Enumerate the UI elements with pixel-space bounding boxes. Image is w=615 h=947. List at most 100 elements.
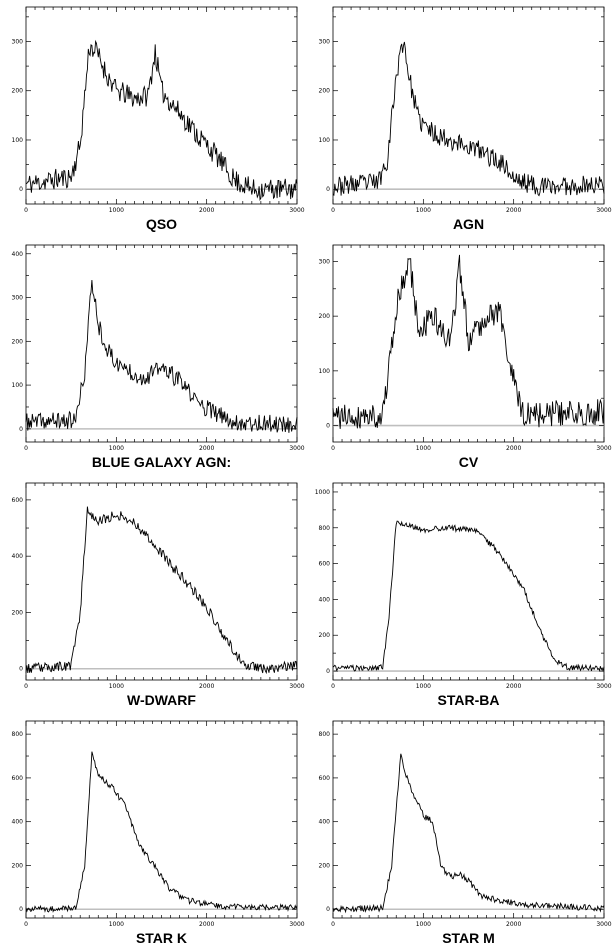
y-tick-label: 0: [326, 668, 330, 675]
y-tick-label: 800: [319, 731, 331, 738]
x-tick-label: 3000: [289, 207, 304, 214]
x-tick-label: 1000: [109, 207, 124, 214]
x-tick-label: 2000: [199, 207, 214, 214]
plot-frame: [25, 720, 298, 919]
x-tick-label: 0: [24, 683, 28, 690]
spectrum-chart: 0 200 400 600 0 1000 2000 3000: [12, 482, 305, 690]
x-tick-label: 3000: [289, 683, 304, 690]
y-tick-label: 100: [319, 137, 331, 144]
y-tick-label: 300: [319, 258, 331, 265]
x-tick-label: 1000: [416, 445, 431, 452]
y-tick-label: 300: [12, 38, 24, 45]
spectrum-line: [332, 254, 605, 429]
x-tick-label: 3000: [596, 445, 611, 452]
y-tick-label: 200: [12, 338, 24, 345]
y-tick-label: 0: [326, 423, 330, 430]
x-tick-label: 1000: [109, 683, 124, 690]
x-tick-label: 1000: [416, 683, 431, 690]
spectrum-line: [25, 39, 298, 202]
y-tick-label: 300: [12, 295, 24, 302]
x-tick-label: 2000: [506, 683, 521, 690]
spectrum-line: [332, 41, 605, 197]
y-tick-label: 200: [319, 632, 331, 639]
spectrum-line: [332, 520, 605, 673]
x-tick-label: 2000: [506, 207, 521, 214]
y-tick-label: 600: [319, 561, 331, 568]
x-tick-label: 0: [331, 683, 335, 690]
y-tick-label: 0: [326, 186, 330, 193]
chart-panel: 0 200 400 600 800 1000 0 1000 2000 3000 STAR-BA: [307, 476, 614, 708]
x-tick-label: 3000: [596, 683, 611, 690]
y-tick-label: 400: [12, 251, 24, 258]
y-tick-label: 600: [12, 497, 24, 504]
chart-panel: 0 200 400 600 800 0 1000 2000 3000 STAR K: [0, 714, 307, 946]
chart-title: STAR K: [135, 930, 188, 946]
y-tick-label: 0: [19, 666, 23, 673]
spectrum-chart: 0 200 400 600 800 0 1000 2000 3000: [12, 720, 305, 928]
chart-title: QSO: [145, 216, 178, 232]
y-tick-label: 400: [319, 596, 331, 603]
y-tick-label: 0: [19, 426, 23, 433]
y-tick-label: 300: [319, 38, 331, 45]
x-tick-label: 0: [24, 207, 28, 214]
x-tick-label: 1000: [416, 207, 431, 214]
x-tick-label: 2000: [199, 683, 214, 690]
chart-panel: 0 100 200 300 0 1000 2000 3000 AGN: [307, 0, 614, 232]
y-tick-label: 100: [12, 382, 24, 389]
spectrum-chart: 0 200 400 600 800 0 1000 2000 3000: [319, 720, 612, 928]
y-tick-label: 0: [326, 906, 330, 913]
y-tick-label: 200: [12, 862, 24, 869]
x-tick-label: 2000: [199, 921, 214, 928]
y-tick-label: 0: [19, 186, 23, 193]
x-tick-label: 1000: [416, 921, 431, 928]
chart-panel: 0 200 400 600 800 0 1000 2000 3000 STAR M: [307, 714, 614, 946]
x-tick-label: 2000: [506, 921, 521, 928]
x-tick-label: 3000: [596, 921, 611, 928]
chart-panel: 0 100 200 300 400 0 1000 2000 3000 BLUE GALAXY AG…: [0, 238, 307, 470]
x-tick-label: 3000: [289, 445, 304, 452]
y-tick-label: 1000: [315, 489, 330, 496]
y-tick-label: 800: [319, 525, 331, 532]
x-tick-label: 2000: [199, 445, 214, 452]
chart-panel: 0 100 200 300 0 1000 2000 3000 QSO: [0, 0, 307, 232]
y-tick-label: 600: [319, 775, 331, 782]
spectrum-line: [332, 753, 605, 914]
chart-title: CV: [458, 454, 479, 470]
y-tick-label: 200: [12, 609, 24, 616]
x-tick-label: 3000: [289, 921, 304, 928]
x-tick-label: 1000: [109, 445, 124, 452]
chart-panel: 0 100 200 300 0 1000 2000 3000 CV: [307, 238, 614, 470]
y-tick-label: 200: [319, 862, 331, 869]
x-tick-label: 0: [331, 207, 335, 214]
x-tick-label: 2000: [506, 445, 521, 452]
plot-frame: [25, 6, 298, 205]
plot-frame: [332, 720, 605, 919]
y-tick-label: 200: [12, 88, 24, 95]
y-tick-label: 400: [319, 819, 331, 826]
plot-frame: [25, 482, 298, 681]
chart-title: STAR M: [442, 930, 495, 946]
spectrum-chart: 0 200 400 600 800 1000 0 1000 2000 3000: [315, 482, 612, 690]
y-tick-label: 100: [12, 137, 24, 144]
chart-title: W-DWARF: [127, 692, 196, 708]
chart-panel: 0 200 400 600 0 1000 2000 3000 W-DWARF: [0, 476, 307, 708]
y-tick-label: 800: [12, 731, 24, 738]
y-tick-label: 600: [12, 775, 24, 782]
y-tick-label: 400: [12, 819, 24, 826]
y-tick-label: 200: [319, 88, 331, 95]
chart-title: AGN: [452, 216, 485, 232]
y-tick-label: 200: [319, 313, 331, 320]
x-tick-label: 1000: [109, 921, 124, 928]
y-tick-label: 0: [19, 906, 23, 913]
chart-title: BLUE GALAXY AGN:: [91, 454, 232, 470]
y-tick-label: 100: [319, 368, 331, 375]
spectrum-line: [25, 751, 298, 913]
chart-title: STAR-BA: [437, 692, 500, 708]
plot-frame: [25, 244, 298, 443]
x-tick-label: 3000: [596, 207, 611, 214]
y-tick-label: 400: [12, 553, 24, 560]
x-tick-label: 0: [331, 445, 335, 452]
